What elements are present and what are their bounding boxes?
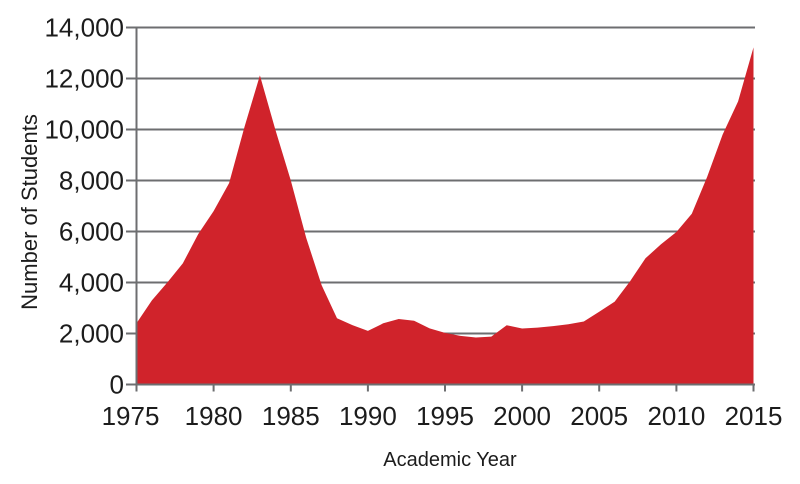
svg-text:1990: 1990 <box>339 401 397 431</box>
svg-text:8,000: 8,000 <box>59 166 124 196</box>
svg-text:2010: 2010 <box>647 401 705 431</box>
svg-text:1975: 1975 <box>102 401 160 431</box>
svg-text:4,000: 4,000 <box>59 268 124 298</box>
svg-text:Academic Year: Academic Year <box>383 449 517 471</box>
svg-text:2000: 2000 <box>493 401 551 431</box>
svg-text:6,000: 6,000 <box>59 217 124 247</box>
svg-text:10,000: 10,000 <box>44 115 124 145</box>
svg-text:12,000: 12,000 <box>44 64 124 94</box>
svg-text:1995: 1995 <box>416 401 474 431</box>
svg-text:2005: 2005 <box>570 401 628 431</box>
svg-text:1985: 1985 <box>262 401 320 431</box>
svg-text:Number of Students: Number of Students <box>17 114 42 310</box>
svg-text:1980: 1980 <box>185 401 243 431</box>
svg-text:2015: 2015 <box>725 401 783 431</box>
svg-text:0: 0 <box>110 370 124 400</box>
svg-text:14,000: 14,000 <box>44 13 124 43</box>
svg-text:2,000: 2,000 <box>59 319 124 349</box>
